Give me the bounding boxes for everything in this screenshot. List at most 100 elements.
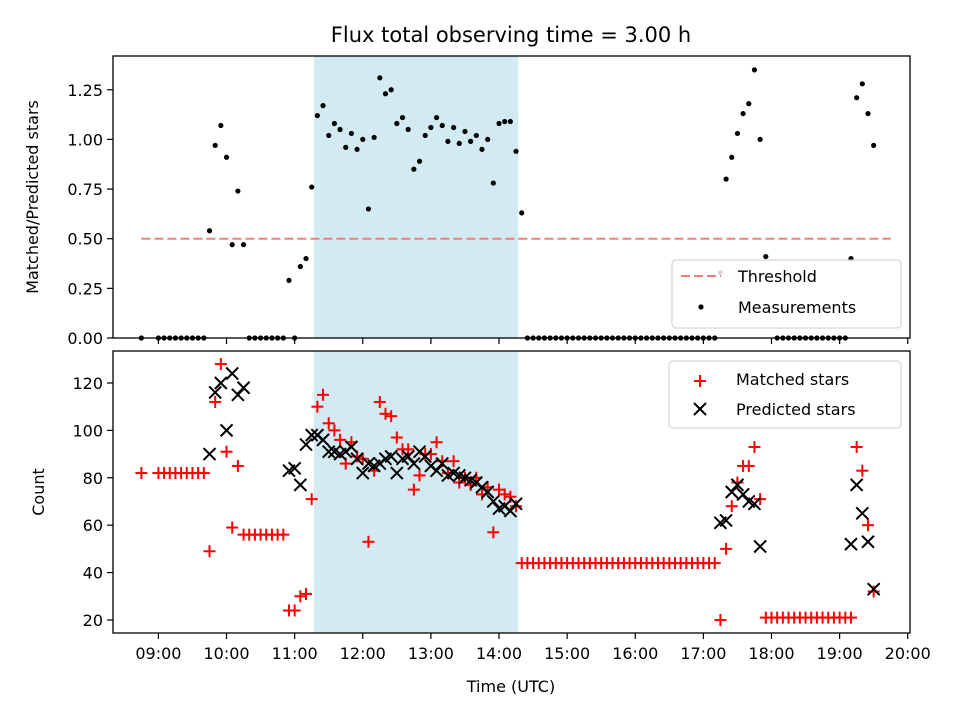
y-tick-label: 0.50 bbox=[67, 230, 103, 249]
predicted-point bbox=[418, 449, 432, 464]
measurement-point bbox=[740, 110, 746, 117]
measurement-point bbox=[502, 118, 508, 125]
matched-point bbox=[742, 459, 755, 472]
predicted-point bbox=[236, 381, 251, 395]
measurement-point bbox=[337, 126, 343, 133]
predicted-point bbox=[350, 452, 364, 466]
measurement-point bbox=[859, 81, 865, 87]
matched-point bbox=[328, 424, 341, 437]
predicted-point bbox=[486, 494, 501, 509]
predicted-point bbox=[861, 535, 875, 549]
matched-point bbox=[373, 395, 386, 408]
measurement-point bbox=[297, 263, 303, 270]
predicted-point bbox=[225, 366, 239, 381]
measurement-point bbox=[388, 87, 394, 93]
matched-point bbox=[385, 410, 398, 423]
measurement-point bbox=[422, 132, 428, 139]
predicted-point bbox=[849, 478, 864, 492]
matched-point bbox=[294, 590, 307, 603]
matched-point bbox=[300, 587, 313, 600]
matched-point bbox=[725, 500, 738, 513]
matched-point bbox=[844, 611, 857, 624]
count-axis-label: Count bbox=[29, 468, 48, 516]
x-tick-label: 20:00 bbox=[885, 644, 931, 663]
matched-point bbox=[311, 400, 324, 413]
x-tick-label: 15:00 bbox=[544, 644, 590, 663]
measurement-point bbox=[445, 138, 451, 144]
measurement-point bbox=[729, 154, 735, 160]
y-tick-label: 20 bbox=[83, 611, 103, 630]
measurement-point bbox=[320, 103, 326, 109]
measurement-point bbox=[331, 120, 337, 127]
x-tick-label: 12:00 bbox=[340, 644, 386, 663]
measurement-point bbox=[212, 142, 218, 148]
x-tick-label: 18:00 bbox=[748, 644, 794, 663]
matched-point bbox=[708, 557, 721, 570]
predicted-point bbox=[429, 463, 444, 478]
measurement-point bbox=[229, 242, 235, 248]
matched-point bbox=[288, 604, 301, 617]
measurement-point bbox=[371, 134, 377, 141]
predicted-point bbox=[231, 388, 245, 402]
measurement-point bbox=[723, 176, 729, 182]
measurement-point bbox=[854, 95, 860, 101]
measurement-point bbox=[734, 130, 741, 137]
predicted-point bbox=[719, 513, 733, 528]
measurement-point bbox=[462, 128, 468, 135]
x-tick-label: 19:00 bbox=[817, 644, 863, 663]
predicted-point bbox=[202, 447, 217, 461]
matched-point bbox=[135, 467, 148, 480]
predicted-point bbox=[304, 428, 319, 442]
y-tick-label: 0.00 bbox=[67, 329, 103, 348]
measurement-point bbox=[496, 120, 502, 127]
matched-point bbox=[714, 613, 727, 626]
y-tick-label: 0.75 bbox=[67, 180, 103, 199]
measurement-point bbox=[479, 146, 485, 152]
measurement-point bbox=[382, 91, 389, 97]
count-legend: Matched stars Predicted stars bbox=[668, 360, 902, 429]
y-tick-label: 100 bbox=[72, 421, 103, 440]
matched-point bbox=[203, 545, 216, 558]
matched-point bbox=[226, 521, 239, 534]
predicted-point bbox=[214, 376, 228, 390]
measurement-point bbox=[757, 136, 763, 143]
matched-point bbox=[362, 535, 375, 548]
matched-point bbox=[317, 388, 330, 401]
matched-point bbox=[197, 467, 210, 480]
measurement-point bbox=[206, 228, 213, 234]
measurement-point bbox=[439, 122, 445, 129]
matched-point bbox=[220, 445, 233, 458]
matched-point bbox=[413, 469, 426, 482]
measurement-point bbox=[507, 118, 513, 125]
matched-point bbox=[430, 436, 443, 449]
measurement-point bbox=[365, 206, 372, 212]
observing-window-shade bbox=[313, 351, 519, 633]
ratio-axis-label: Matched/Predicted stars bbox=[23, 100, 42, 294]
predicted-point bbox=[356, 466, 370, 480]
measurement-point bbox=[450, 124, 457, 131]
ratio-panel-frame bbox=[112, 55, 911, 339]
matched-point bbox=[322, 417, 335, 430]
measurement-point bbox=[473, 132, 479, 139]
matched-point bbox=[720, 542, 733, 555]
predicted-point bbox=[435, 456, 449, 471]
matched-point bbox=[498, 488, 511, 501]
measurement-point bbox=[360, 136, 366, 143]
predicted-point bbox=[855, 506, 870, 521]
matched-point bbox=[390, 431, 403, 444]
measurement-point bbox=[394, 120, 400, 127]
predicted-point bbox=[219, 423, 234, 438]
x-tick-label: 11:00 bbox=[272, 644, 318, 663]
y-tick-label: 120 bbox=[72, 374, 103, 393]
ratio-legend: Threshold Measurements bbox=[671, 259, 902, 329]
predicted-point bbox=[725, 485, 739, 499]
matched-point bbox=[407, 483, 420, 496]
predicted-point bbox=[747, 497, 762, 511]
measurements-legend-label: Measurements bbox=[738, 298, 856, 317]
measurement-point bbox=[513, 148, 519, 154]
count-panel-frame bbox=[112, 350, 911, 634]
matched-point bbox=[209, 395, 222, 408]
x-tick-label: 09:00 bbox=[135, 644, 181, 663]
predicted-point bbox=[384, 449, 398, 464]
matched-point bbox=[850, 440, 863, 453]
